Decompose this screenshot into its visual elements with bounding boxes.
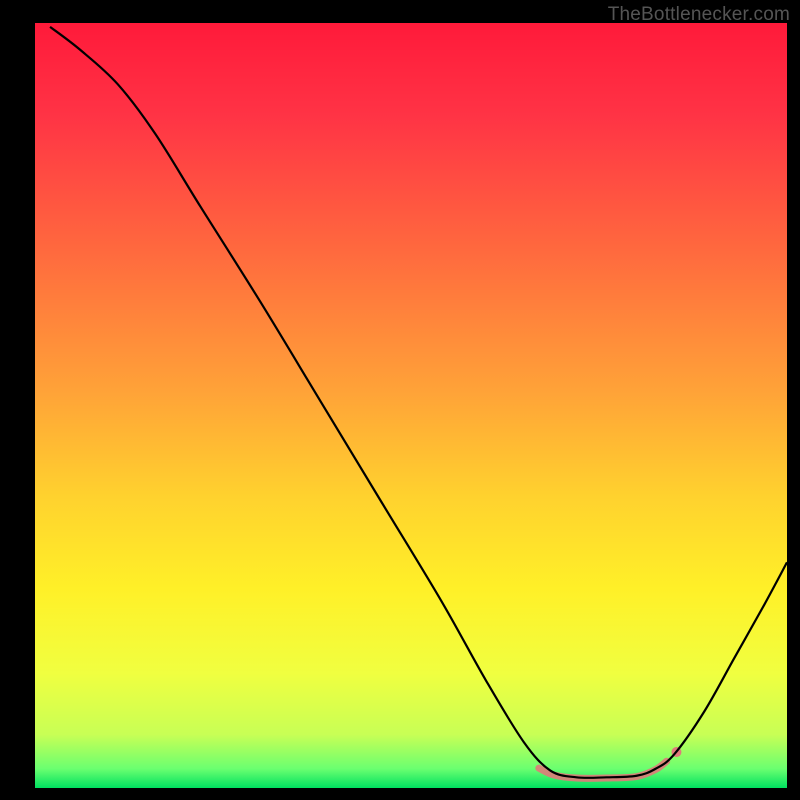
watermark-text: TheBottlenecker.com bbox=[608, 4, 790, 26]
bottleneck-chart bbox=[0, 0, 800, 800]
plot-area bbox=[35, 23, 787, 788]
